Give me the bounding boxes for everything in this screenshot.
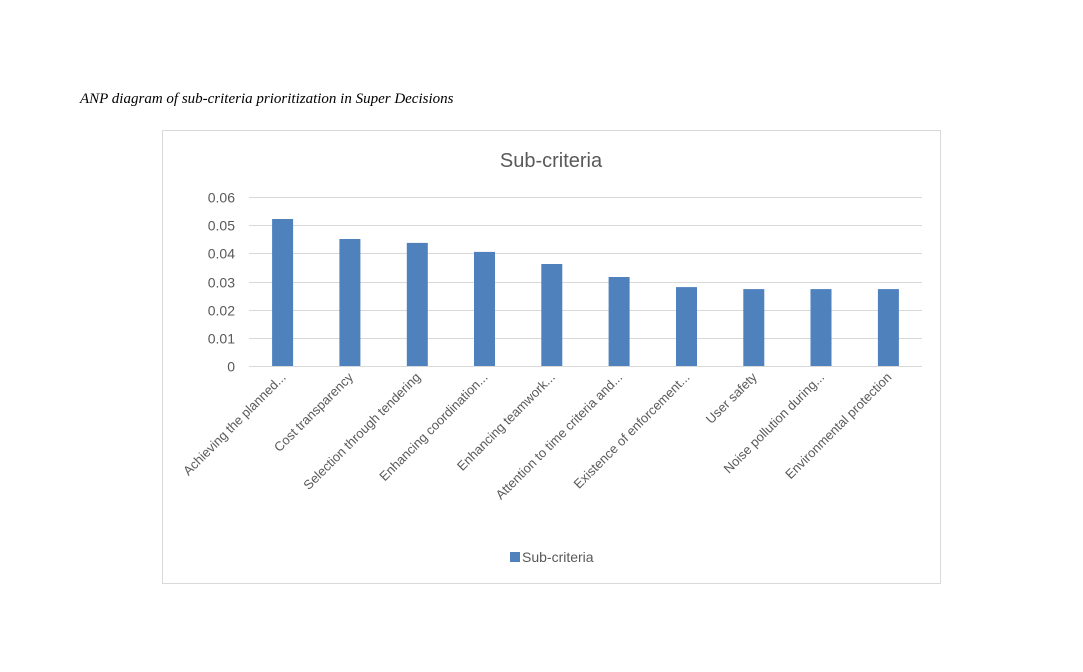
legend: Sub-criteria bbox=[510, 549, 594, 565]
x-tick-label: Attention to time criteria and... bbox=[493, 370, 626, 503]
y-tick-label: 0.01 bbox=[208, 331, 235, 347]
bar bbox=[608, 277, 630, 366]
x-tick-label: User safety bbox=[703, 369, 760, 426]
y-tick-label: 0.02 bbox=[208, 303, 235, 319]
bar bbox=[743, 289, 765, 366]
x-tick-label: Achieving the planned... bbox=[180, 370, 289, 479]
x-axis-labels: Achieving the planned...Cost transparenc… bbox=[180, 369, 894, 502]
gridlines bbox=[249, 197, 922, 367]
bar bbox=[676, 287, 697, 366]
bar bbox=[339, 239, 361, 366]
x-tick-label: Existence of enforcement... bbox=[571, 370, 693, 492]
figure-caption: ANP diagram of sub-criteria prioritizati… bbox=[80, 91, 454, 107]
y-tick-label: 0.03 bbox=[208, 275, 235, 291]
y-tick-label: 0 bbox=[227, 359, 235, 375]
x-tick-label: Selection through tendering bbox=[300, 370, 423, 493]
y-tick-label: 0.05 bbox=[208, 218, 235, 234]
x-tick-label: Enhancing coordination... bbox=[376, 370, 490, 484]
y-axis-ticks: 0 0.01 0.02 0.03 0.04 0.05 0.06 bbox=[208, 190, 235, 375]
chart-title: Sub-criteria bbox=[500, 150, 603, 172]
bar bbox=[474, 251, 495, 366]
legend-label: Sub-criteria bbox=[522, 549, 594, 565]
bar bbox=[541, 264, 563, 366]
legend-swatch bbox=[510, 552, 520, 562]
bar bbox=[406, 242, 428, 366]
bar bbox=[272, 219, 294, 366]
bars bbox=[272, 219, 899, 366]
y-tick-label: 0.06 bbox=[208, 190, 235, 206]
bar bbox=[877, 289, 899, 366]
bar bbox=[810, 289, 832, 366]
y-tick-label: 0.04 bbox=[208, 246, 235, 262]
